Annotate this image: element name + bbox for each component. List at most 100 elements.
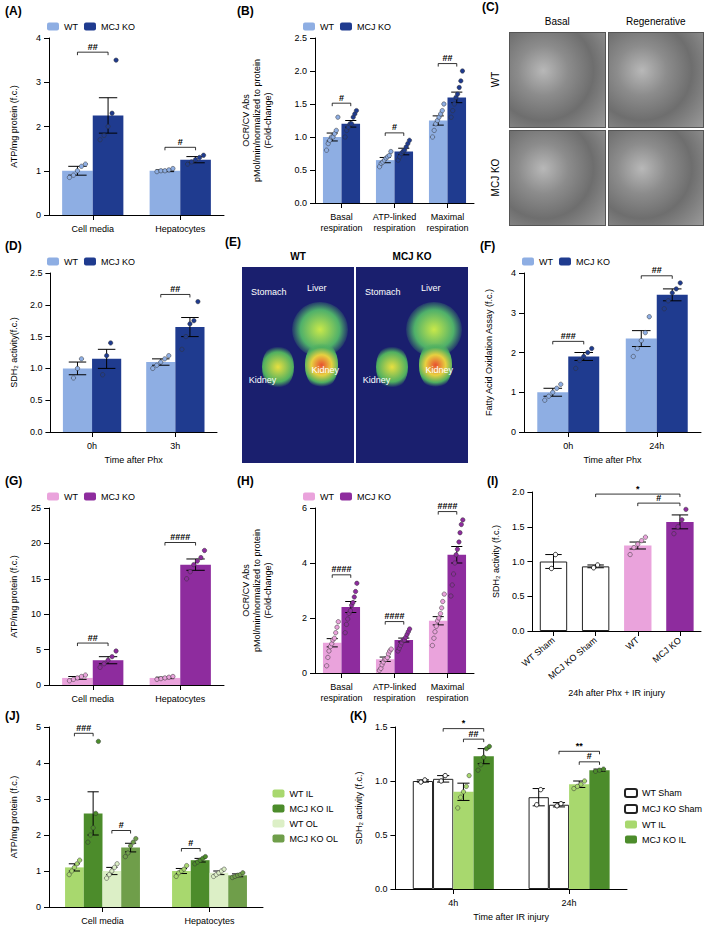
svg-text:MCJ KO: MCJ KO [357, 22, 391, 32]
svg-text:##: ## [469, 729, 479, 739]
svg-text:##: ## [442, 53, 452, 63]
svg-text:4: 4 [36, 33, 41, 43]
svg-text:Time after Phx: Time after Phx [105, 455, 164, 465]
svg-text:Hepatocytes: Hepatocytes [184, 916, 235, 926]
svg-text:(H): (H) [237, 474, 254, 488]
svg-text:0.0: 0.0 [294, 198, 307, 208]
svg-text:5: 5 [36, 645, 41, 655]
svg-text:24h after Phx + IR injury: 24h after Phx + IR injury [568, 688, 665, 698]
svg-text:0: 0 [302, 668, 307, 678]
svg-text:ATP/mg protein (f.c.): ATP/mg protein (f.c.) [9, 776, 19, 858]
svg-text:1.0: 1.0 [375, 776, 388, 786]
svg-text:##: ## [88, 42, 98, 52]
svg-text:#: # [587, 751, 592, 761]
svg-text:WT Sham: WT Sham [642, 788, 682, 798]
svg-text:WT: WT [624, 635, 642, 652]
svg-text:1.5: 1.5 [375, 722, 388, 732]
svg-text:####: #### [384, 611, 404, 621]
svg-text:MCJ KO IL: MCJ KO IL [642, 835, 686, 845]
svg-text:WT IL: WT IL [642, 820, 666, 830]
svg-text:Cell media: Cell media [81, 916, 124, 926]
svg-text:2: 2 [511, 348, 516, 358]
svg-text:5: 5 [36, 722, 41, 732]
svg-text:(D): (D) [5, 239, 22, 253]
svg-text:2.5: 2.5 [294, 33, 307, 43]
svg-text:Basal: Basal [330, 212, 353, 222]
svg-text:ATP/mg protein (f.c.): ATP/mg protein (f.c.) [9, 85, 19, 167]
svg-text:(G): (G) [5, 474, 22, 488]
svg-text:OCR/CV Abs: OCR/CV Abs [241, 564, 251, 617]
svg-text:6: 6 [302, 503, 307, 513]
svg-text:0.0: 0.0 [30, 427, 43, 437]
svg-text:24h: 24h [649, 441, 664, 451]
svg-text:respiration: respiration [320, 223, 362, 233]
svg-text:0.5: 0.5 [294, 165, 307, 175]
svg-text:*: * [636, 484, 640, 494]
svg-text:4: 4 [511, 268, 516, 278]
svg-text:Time after Phx: Time after Phx [583, 455, 642, 465]
svg-text:#: # [119, 820, 124, 830]
svg-text:2.0: 2.0 [30, 300, 43, 310]
svg-text:ATP-linked: ATP-linked [373, 212, 416, 222]
svg-text:1: 1 [36, 866, 41, 876]
svg-text:Basal: Basal [330, 682, 353, 692]
svg-text:0: 0 [36, 680, 41, 690]
svg-text:#: # [392, 122, 397, 132]
svg-text:0: 0 [36, 902, 41, 912]
svg-text:1: 1 [36, 166, 41, 176]
svg-text:###: ### [561, 331, 576, 341]
svg-text:0.0: 0.0 [375, 884, 388, 894]
svg-text:WT: WT [539, 257, 553, 267]
svg-text:MCJ KO: MCJ KO [101, 257, 135, 267]
svg-text:respiration: respiration [373, 693, 415, 703]
svg-text:Maximal: Maximal [431, 212, 465, 222]
svg-text:SDH₂ activity (f.c.): SDH₂ activity (f.c.) [491, 525, 501, 598]
svg-text:MCJ KO Sham: MCJ KO Sham [546, 635, 598, 681]
svg-text:Hepatocytes: Hepatocytes [155, 224, 206, 234]
svg-text:(I): (I) [487, 474, 498, 488]
svg-text:4h: 4h [448, 898, 458, 908]
svg-text:(Fold-change): (Fold-change) [263, 562, 273, 618]
svg-text:SDH₂ activity (f.c.): SDH₂ activity (f.c.) [354, 771, 364, 844]
svg-text:3: 3 [36, 794, 41, 804]
svg-text:Cell media: Cell media [71, 224, 114, 234]
svg-text:(Fold-change): (Fold-change) [263, 92, 273, 148]
svg-text:###: ### [76, 723, 91, 733]
svg-text:0.5: 0.5 [30, 395, 43, 405]
svg-text:MCJ KO: MCJ KO [651, 635, 683, 665]
svg-text:respiration: respiration [373, 223, 415, 233]
svg-text:*: * [462, 718, 466, 728]
svg-text:##: ## [170, 284, 180, 294]
svg-text:pMol/min/normalized to protein: pMol/min/normalized to protein [252, 529, 262, 652]
svg-text:0.0: 0.0 [512, 626, 525, 636]
svg-text:SDH₂ activity(f.c.): SDH₂ activity(f.c.) [9, 317, 19, 388]
svg-text:WT: WT [320, 22, 334, 32]
svg-text:Fatty Acid Oxidation Assay (f.: Fatty Acid Oxidation Assay (f.c.) [484, 289, 494, 416]
svg-text:Cell media: Cell media [71, 694, 114, 704]
svg-text:25: 25 [31, 503, 41, 513]
svg-text:(K): (K) [350, 709, 367, 723]
svg-text:respiration: respiration [426, 693, 468, 703]
svg-text:Maximal: Maximal [431, 682, 465, 692]
svg-text:MCJ KO: MCJ KO [357, 492, 391, 502]
svg-text:1.0: 1.0 [294, 132, 307, 142]
svg-text:#: # [178, 137, 183, 147]
svg-text:20: 20 [31, 538, 41, 548]
svg-text:Hepatocytes: Hepatocytes [155, 694, 206, 704]
svg-text:Time after IR injury: Time after IR injury [473, 912, 549, 922]
svg-text:24h: 24h [562, 898, 577, 908]
svg-text:respiration: respiration [320, 693, 362, 703]
svg-text:(A): (A) [5, 4, 22, 18]
svg-text:2.5: 2.5 [30, 268, 43, 278]
svg-text:#: # [339, 93, 344, 103]
svg-text:WT: WT [64, 257, 78, 267]
svg-text:**: ** [576, 741, 584, 751]
svg-text:0h: 0h [87, 441, 97, 451]
svg-text:0: 0 [36, 210, 41, 220]
svg-text:MCJ KO IL: MCJ KO IL [289, 804, 333, 814]
svg-text:15: 15 [31, 574, 41, 584]
svg-text:WT Sham: WT Sham [520, 635, 557, 668]
svg-text:1: 1 [511, 387, 516, 397]
svg-text:(F): (F) [480, 239, 495, 253]
svg-text:MCJ KO OL: MCJ KO OL [289, 834, 338, 844]
